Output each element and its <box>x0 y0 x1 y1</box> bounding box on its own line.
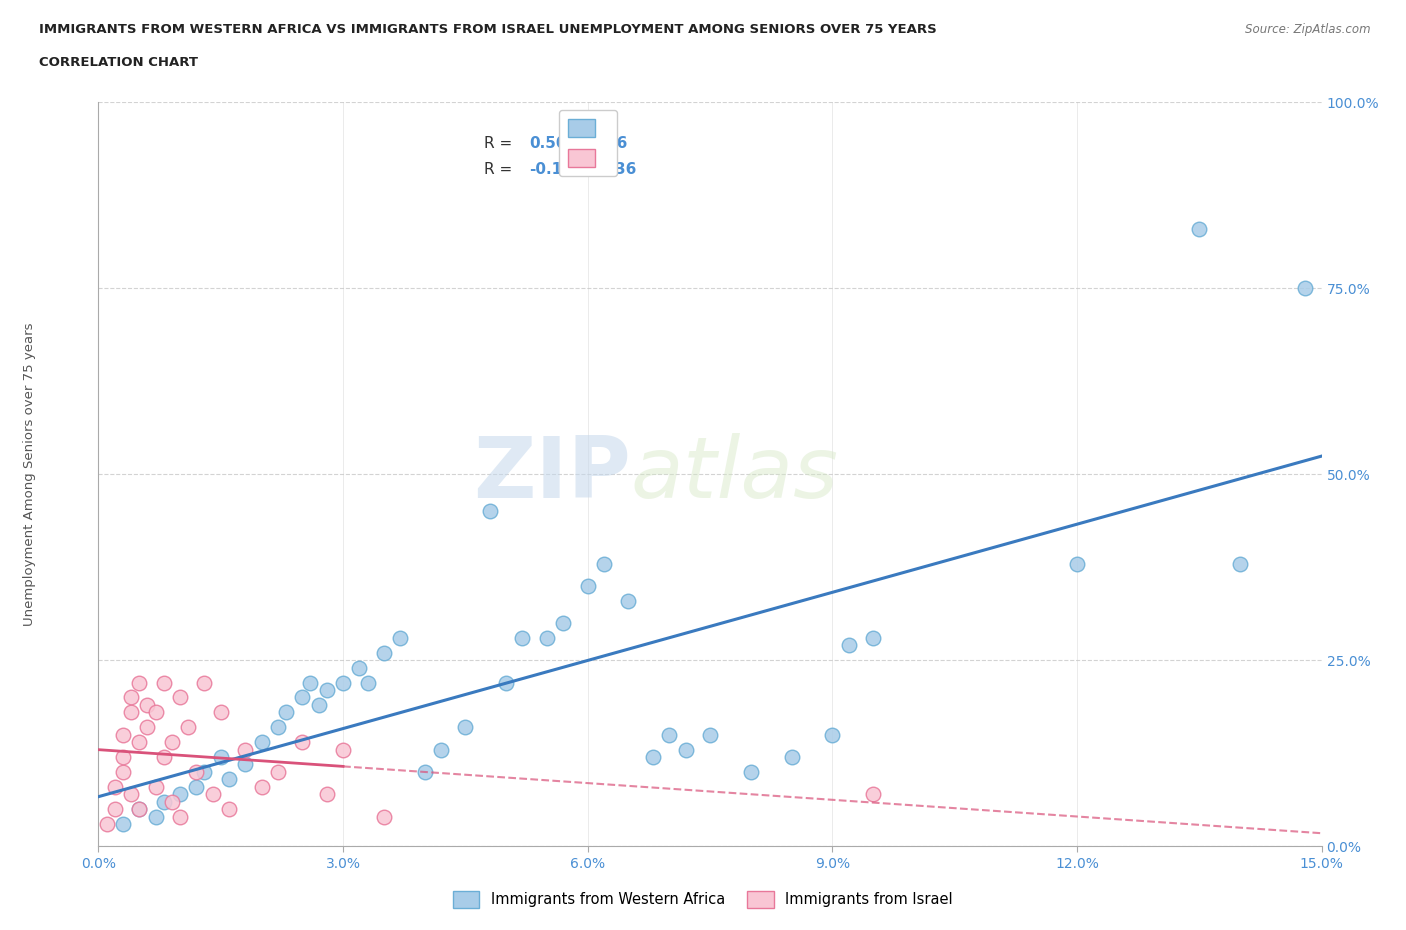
Point <box>862 787 884 802</box>
Point <box>1066 556 1088 571</box>
Point <box>136 720 159 735</box>
Point <box>267 764 290 779</box>
Point <box>218 802 240 817</box>
Legend: , : , <box>558 110 617 176</box>
Point <box>169 787 191 802</box>
Point <box>389 631 412 645</box>
Text: 0.506: 0.506 <box>529 136 578 151</box>
Point <box>160 735 183 750</box>
Point <box>315 787 337 802</box>
Point <box>1229 556 1251 571</box>
Text: ZIP: ZIP <box>472 432 630 516</box>
Point <box>332 742 354 757</box>
Point <box>308 698 330 712</box>
Text: -0.142: -0.142 <box>529 162 583 177</box>
Point <box>274 705 297 720</box>
Text: atlas: atlas <box>630 432 838 516</box>
Point <box>128 735 150 750</box>
Point <box>96 817 118 831</box>
Point <box>1294 281 1316 296</box>
Point <box>699 727 721 742</box>
Point <box>111 727 134 742</box>
Point <box>740 764 762 779</box>
Point <box>233 742 256 757</box>
Legend: Immigrants from Western Africa, Immigrants from Israel: Immigrants from Western Africa, Immigran… <box>447 885 959 913</box>
Point <box>430 742 453 757</box>
Point <box>177 720 200 735</box>
Point <box>250 779 273 794</box>
Y-axis label: Unemployment Among Seniors over 75 years: Unemployment Among Seniors over 75 years <box>22 323 37 626</box>
Point <box>218 772 240 787</box>
Point <box>186 764 208 779</box>
Point <box>136 698 159 712</box>
Point <box>128 802 150 817</box>
Text: IMMIGRANTS FROM WESTERN AFRICA VS IMMIGRANTS FROM ISRAEL UNEMPLOYMENT AMONG SENI: IMMIGRANTS FROM WESTERN AFRICA VS IMMIGR… <box>39 23 938 36</box>
Point <box>838 638 860 653</box>
Point <box>152 794 174 809</box>
Point <box>512 631 534 645</box>
Point <box>454 720 477 735</box>
Point <box>862 631 884 645</box>
Point <box>356 675 378 690</box>
Point <box>821 727 844 742</box>
Text: R =: R = <box>484 162 517 177</box>
Point <box>291 735 314 750</box>
Point <box>111 817 134 831</box>
Text: N =: N = <box>578 162 621 177</box>
Point <box>193 764 215 779</box>
Point <box>186 779 208 794</box>
Text: Source: ZipAtlas.com: Source: ZipAtlas.com <box>1246 23 1371 36</box>
Point <box>160 794 183 809</box>
Text: 46: 46 <box>606 136 627 151</box>
Point <box>104 802 127 817</box>
Point <box>128 802 150 817</box>
Point <box>209 750 232 764</box>
Point <box>315 683 337 698</box>
Point <box>299 675 322 690</box>
Text: R =: R = <box>484 136 517 151</box>
Point <box>780 750 803 764</box>
Point <box>145 779 167 794</box>
Point <box>169 690 191 705</box>
Point <box>536 631 558 645</box>
Point <box>193 675 215 690</box>
Point <box>120 705 142 720</box>
Point <box>495 675 517 690</box>
Point <box>250 735 273 750</box>
Point <box>478 504 501 519</box>
Text: 36: 36 <box>614 162 636 177</box>
Point <box>291 690 314 705</box>
Point <box>267 720 290 735</box>
Point <box>332 675 354 690</box>
Point <box>120 690 142 705</box>
Point <box>233 757 256 772</box>
Point <box>658 727 681 742</box>
Point <box>1188 221 1211 236</box>
Point <box>120 787 142 802</box>
Point <box>169 809 191 824</box>
Point <box>617 593 640 608</box>
Point <box>152 675 174 690</box>
Point <box>145 705 167 720</box>
Point <box>576 578 599 593</box>
Point <box>128 675 150 690</box>
Point <box>349 660 371 675</box>
Point <box>152 750 174 764</box>
Point <box>373 645 395 660</box>
Point <box>104 779 127 794</box>
Point <box>373 809 395 824</box>
Text: CORRELATION CHART: CORRELATION CHART <box>39 56 198 69</box>
Point <box>145 809 167 824</box>
Point <box>641 750 664 764</box>
Text: N =: N = <box>569 136 613 151</box>
Point <box>111 750 134 764</box>
Point <box>413 764 436 779</box>
Point <box>675 742 697 757</box>
Point <box>553 616 575 631</box>
Point <box>209 705 232 720</box>
Point <box>593 556 616 571</box>
Point <box>201 787 224 802</box>
Point <box>111 764 134 779</box>
